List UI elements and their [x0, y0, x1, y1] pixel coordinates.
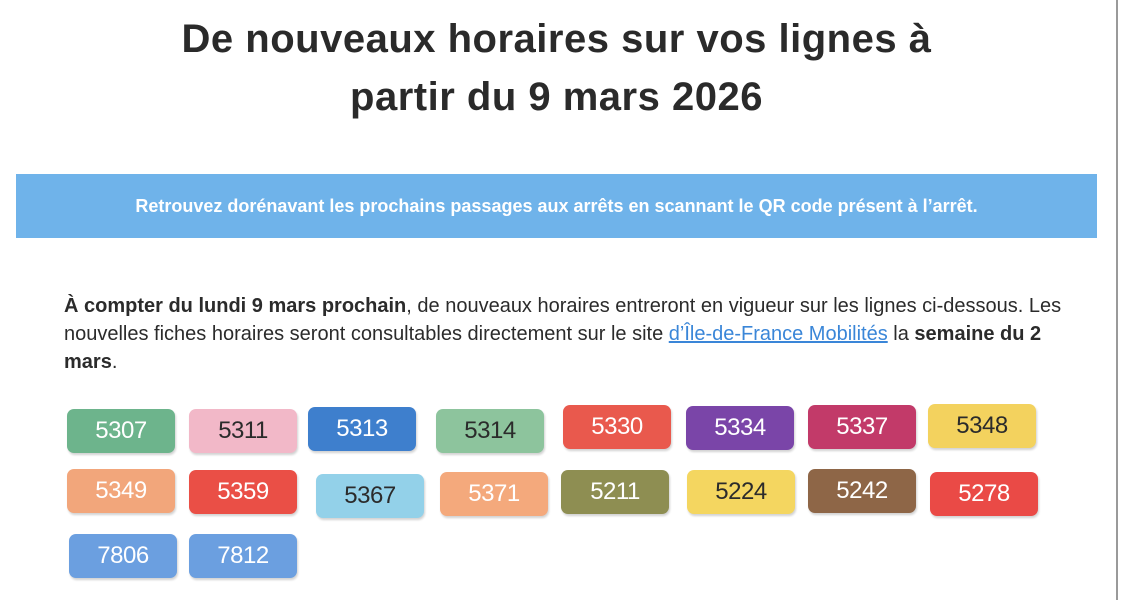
line-badge-5359: 5359 — [189, 470, 297, 514]
intro-week-bold: semaine du 2 mars — [64, 323, 1042, 373]
line-badge-5278: 5278 — [930, 472, 1038, 516]
line-badge-5211: 5211 — [561, 470, 669, 514]
banner-text: Retrouvez dorénavant les prochains passa… — [135, 195, 978, 216]
line-badge-5349: 5349 — [67, 469, 175, 513]
page-title-line-1: De nouveaux horaires sur vos lignes à — [181, 17, 932, 61]
line-badge-5307: 5307 — [67, 409, 175, 453]
line-badge-5367: 5367 — [316, 474, 424, 518]
line-badge-5224: 5224 — [687, 470, 795, 514]
page-edge-rule — [1116, 0, 1118, 600]
line-badge-5348: 5348 — [928, 404, 1036, 448]
line-badge-5314: 5314 — [436, 409, 544, 453]
intro-text-3: . — [111, 351, 118, 373]
line-badge-5334: 5334 — [686, 406, 794, 450]
page-title-line-2: partir du 9 mars 2026 — [350, 75, 763, 119]
line-badge-5311: 5311 — [189, 409, 297, 453]
line-badge-7806: 7806 — [69, 534, 177, 578]
line-badge-5371: 5371 — [440, 472, 548, 516]
line-badge-5313: 5313 — [308, 407, 416, 451]
intro-paragraph: À compter du lundi 9 mars prochain, de n… — [64, 292, 1064, 376]
intro-text-1: , de nouveaux horaires entreront en vigu… — [64, 295, 1062, 345]
line-badge-5337: 5337 — [808, 405, 916, 449]
line-badge-7812: 7812 — [189, 534, 297, 578]
intro-date-bold: À compter du lundi 9 mars prochain — [64, 295, 407, 317]
idfm-link[interactable]: d’Île-de-France Mobilités — [668, 323, 888, 345]
intro-text-2: la — [887, 323, 915, 345]
page-title: De nouveaux horaires sur vos lignes à pa… — [0, 10, 1113, 126]
line-badge-5330: 5330 — [563, 405, 671, 449]
line-badge-5242: 5242 — [808, 469, 916, 513]
qr-code-banner: Retrouvez dorénavant les prochains passa… — [16, 174, 1097, 238]
